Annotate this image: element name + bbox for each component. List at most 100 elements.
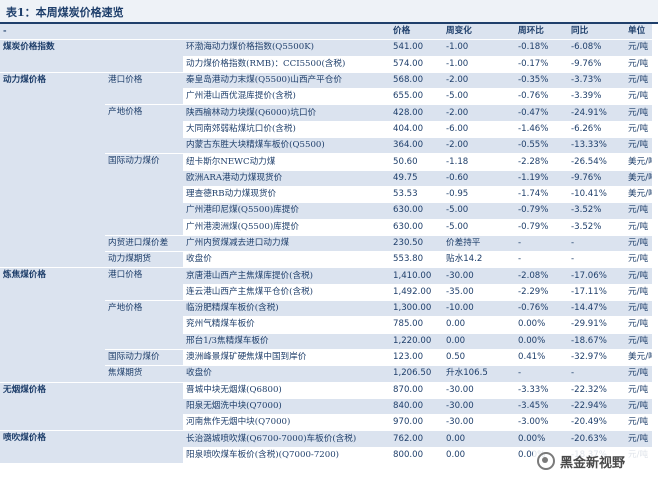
weekly-change-cell: 贴水14.2 — [443, 251, 516, 269]
price-cell: 49.75 — [390, 170, 444, 187]
price-cell: 541.00 — [390, 39, 444, 57]
yoy-cell: -22.32% — [568, 382, 626, 399]
item-name-cell: 京唐港山西产主焦煤库提价(含税) — [183, 267, 391, 285]
header-dash: - — [0, 24, 391, 41]
unit-cell: 元/吨 — [625, 121, 653, 139]
wow-cell: 0.00% — [515, 430, 569, 448]
unit-cell: 元/吨 — [625, 316, 653, 334]
item-name-cell: 兖州气精煤车板价 — [183, 316, 391, 334]
price-cell: 1,492.00 — [390, 284, 444, 302]
price-cell: 970.00 — [390, 414, 444, 432]
wow-cell: - — [515, 251, 569, 269]
yoy-cell: -3.52% — [568, 219, 626, 236]
wow-cell: -1.74% — [515, 186, 569, 204]
subcategory-cell: 动力煤期货 — [105, 251, 183, 269]
weekly-change-cell: -5.00 — [443, 88, 516, 106]
watermark-text: 黑金新视野 — [560, 455, 626, 471]
weekly-change-cell: 0.00 — [443, 333, 516, 350]
yoy-cell: -14.47% — [568, 300, 626, 318]
item-name-cell: 欧洲ARA港动力煤现货价 — [183, 170, 391, 187]
wow-cell: -0.47% — [515, 104, 569, 122]
yoy-cell: - — [568, 365, 626, 383]
table-row: 炼焦煤价格 港口价格 京唐港山西产主焦煤库提价(含税) 1,410.00 -30.00-… — [0, 267, 653, 383]
weekly-change-cell: -5.00 — [443, 202, 516, 220]
wow-cell: -1.46% — [515, 121, 569, 139]
header-yoy: 同比 — [568, 24, 626, 41]
item-name-cell: 环渤海动力煤价格指数(Q5500K) — [183, 39, 391, 57]
yoy-cell: -20.63% — [568, 430, 626, 448]
category-cell: 喷吹煤价格 — [0, 430, 105, 465]
price-cell: 870.00 — [390, 382, 444, 399]
price-cell: 655.00 — [390, 88, 444, 106]
category-cell: 炼焦煤价格 — [0, 267, 105, 383]
item-name-cell: 阳泉无烟洗中块(Q7000) — [183, 398, 391, 416]
table-row: 动力煤价格 港口价格 秦皇岛港动力末煤(Q5500)山西产平仓价 568.00 -2.0… — [0, 72, 653, 269]
wow-cell: 0.00% — [515, 316, 569, 334]
table-row: 焦煤期货 收盘价 1,206.50 升水106.5- - 元/吨 — [0, 365, 653, 383]
table-header-row: - 价格 周变化 周环比 同比 单位 — [0, 24, 653, 41]
subcategory-cell: 国际动力煤价 — [105, 153, 183, 236]
wow-cell: - — [515, 235, 569, 253]
item-name-cell: 秦皇岛港动力末煤(Q5500)山西产平仓价 — [183, 72, 391, 90]
title-divider — [0, 22, 658, 24]
item-name-cell: 连云港山西产主焦煤平仓价(含税) — [183, 284, 391, 302]
unit-cell: 元/吨 — [625, 104, 653, 122]
wow-cell: -0.17% — [515, 56, 569, 73]
item-name-cell: 陕西榆林动力块煤(Q6000)坑口价 — [183, 104, 391, 122]
item-name-cell: 广州内贸煤减去进口动力煤 — [183, 235, 391, 253]
unit-cell: 元/吨 — [625, 398, 653, 416]
subcategory-cell: 国际动力煤价 — [105, 349, 183, 367]
wow-cell: -1.19% — [515, 170, 569, 187]
coal-price-table: - 价格 周变化 周环比 同比 单位 煤炭价格指数 环渤海动力煤价格指数(Q550… — [0, 24, 653, 465]
category-cell: 动力煤价格 — [0, 72, 105, 269]
item-name-cell: 收盘价 — [183, 365, 391, 383]
yoy-cell: -18.67% — [568, 333, 626, 350]
table-row: 内蒙古东胜大块精煤车板价(Q5500) 364.00 -2.00 -0.55% -13.… — [0, 137, 653, 155]
weekly-change-cell: 0.00 — [443, 447, 516, 465]
item-name-cell: 晋城中块无烟煤(Q6800) — [183, 382, 391, 399]
wechat-icon — [537, 452, 555, 470]
table-row: 动力煤价格指数(RMB)：CCI5500(含税) 574.00 -1.00 -0.17… — [0, 56, 653, 73]
weekly-change-cell: -1.00 — [443, 39, 516, 57]
price-cell: 800.00 — [390, 447, 444, 465]
unit-cell: 元/吨 — [625, 365, 653, 383]
unit-cell: 元/吨 — [625, 39, 653, 57]
yoy-cell: -9.76% — [568, 170, 626, 187]
wow-cell: -0.35% — [515, 72, 569, 90]
wow-cell: -0.79% — [515, 219, 569, 236]
price-cell: 785.00 — [390, 316, 444, 334]
price-cell: 568.00 — [390, 72, 444, 90]
subcategory-cell: 焦煤期货 — [105, 365, 183, 383]
yoy-cell: -10.41% — [568, 186, 626, 204]
weekly-change-cell: 0.00 — [443, 430, 516, 448]
wow-cell: -0.76% — [515, 300, 569, 318]
item-name-cell: 内蒙古东胜大块精煤车板价(Q5500) — [183, 137, 391, 155]
weekly-change-cell: -2.00 — [443, 104, 516, 122]
item-name-cell: 大同南郊弱粘煤坑口价(含税) — [183, 121, 391, 139]
weekly-change-cell: -6.00 — [443, 121, 516, 139]
category-cell: 煤炭价格指数 — [0, 39, 105, 73]
table-row: 喷吹煤价格 长治潞城喷吹煤(Q6700-7000)车板价(含税) 762.00 0.0… — [0, 430, 653, 465]
unit-cell: 元/吨 — [625, 284, 653, 302]
weekly-change-cell: -2.00 — [443, 72, 516, 90]
item-name-cell: 临汾肥精煤车板价(含税) — [183, 300, 391, 318]
price-cell: 1,300.00 — [390, 300, 444, 318]
unit-cell: 美元/吨 — [625, 170, 653, 187]
price-cell: 1,206.50 — [390, 365, 444, 383]
table-row: 连云港山西产主焦煤平仓价(含税) 1,492.00 -35.00 -2.29% -17.… — [0, 284, 653, 302]
price-cell: 428.00 — [390, 104, 444, 122]
weekly-change-cell: -35.00 — [443, 284, 516, 302]
subcategory-cell: 内贸进口煤价差 — [105, 235, 183, 253]
price-cell: 1,220.00 — [390, 333, 444, 350]
wow-cell: -3.00% — [515, 414, 569, 432]
unit-cell: 元/吨 — [625, 251, 653, 269]
weekly-change-cell: -2.00 — [443, 137, 516, 155]
unit-cell: 元/吨 — [625, 202, 653, 220]
price-cell: 762.00 — [390, 430, 444, 448]
table-row: 河南焦作无烟中块(Q7000) 970.00 -30.00 -3.00% -20.49%… — [0, 414, 653, 432]
table-title: 表1：本周煤炭价格速览 — [6, 6, 124, 19]
table-row: 邢台1/3焦精煤车板价 1,220.00 0.00 0.00% -18.67% 元/吨 — [0, 333, 653, 350]
weekly-change-cell: -30.00 — [443, 398, 516, 416]
item-name-cell: 理查德RB动力煤现货价 — [183, 186, 391, 204]
